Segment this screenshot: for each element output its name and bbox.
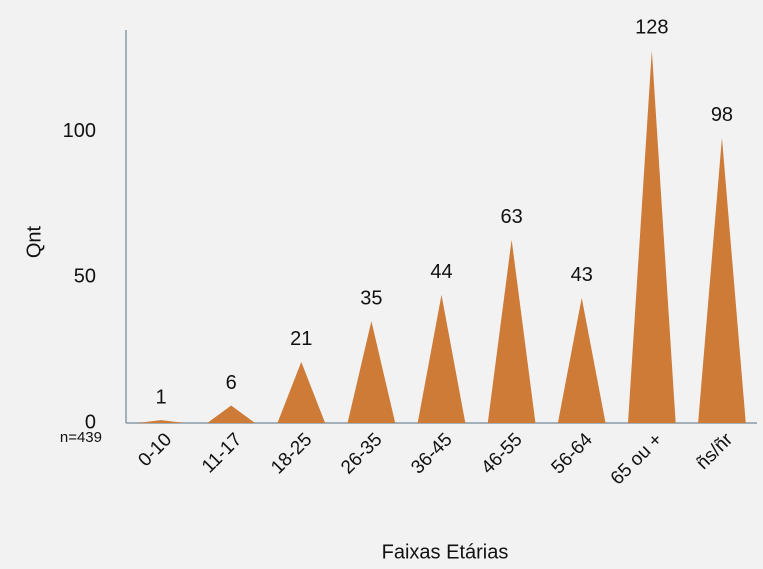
bar <box>347 321 396 423</box>
x-axis-label: Faixas Etárias <box>382 541 509 563</box>
y-tick-label: 0 <box>85 411 96 433</box>
value-label: 98 <box>711 104 733 126</box>
value-label: 63 <box>500 206 522 228</box>
value-label: 128 <box>635 17 668 39</box>
value-label: 35 <box>360 287 382 309</box>
bar <box>137 420 185 423</box>
y-axis-label: Qnt <box>23 225 45 258</box>
bar <box>698 137 746 423</box>
bar <box>557 297 606 423</box>
y-tick-label: 100 <box>63 120 96 142</box>
y-tick-label: 50 <box>74 266 96 288</box>
value-label: 43 <box>571 264 593 286</box>
bar <box>417 294 466 423</box>
value-label: 1 <box>155 386 166 408</box>
bar <box>487 239 536 423</box>
value-label: 6 <box>226 372 237 394</box>
value-label: 21 <box>290 328 312 350</box>
value-label: 44 <box>430 261 452 283</box>
bar <box>627 50 676 423</box>
bar <box>207 405 256 423</box>
bar <box>277 361 326 423</box>
annotation: n=439 <box>60 429 102 446</box>
